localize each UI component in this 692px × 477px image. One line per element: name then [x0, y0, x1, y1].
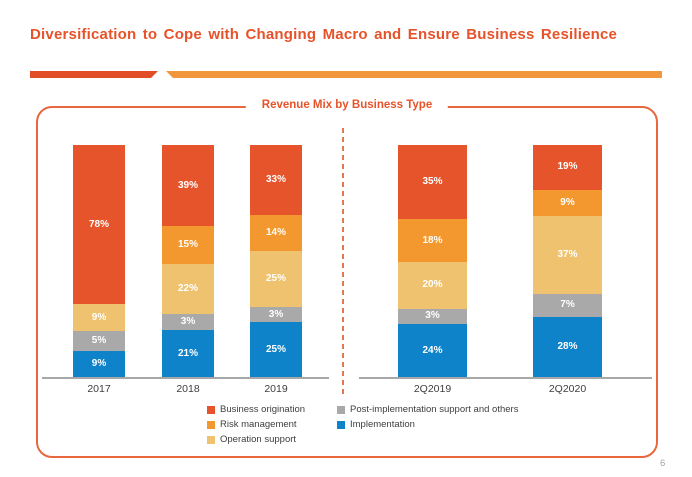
legend-swatch-operation-support	[207, 435, 215, 444]
category-label-2019: 2019	[264, 383, 288, 395]
segment-business-origination: 78%	[73, 145, 125, 305]
legend-label-risk-management: Risk management	[220, 419, 297, 430]
segment-value-label: 15%	[177, 239, 198, 251]
segment-value-label: 18%	[422, 234, 443, 246]
bar-2q2020: 19% 9% 37% 7% 28%	[533, 145, 602, 378]
segment-operation-support: 37%	[533, 216, 602, 294]
segment-implementation: 9%	[73, 350, 125, 378]
category-label-2018: 2018	[176, 383, 200, 395]
segment-business-origination: 39%	[162, 145, 214, 227]
segment-post-implementation-support-and-others: 3%	[250, 306, 302, 323]
divider-accent-right	[166, 71, 662, 78]
category-label-2q2019: 2Q2019	[413, 383, 452, 395]
segment-value-label: 37%	[557, 249, 578, 261]
legend-label-business-origination: Business origination	[220, 404, 306, 415]
segment-value-label: 39%	[177, 179, 198, 191]
segment-risk-management: 18%	[398, 219, 467, 262]
legend-item-business-origination: Business origination	[207, 404, 305, 415]
segment-value-label: 20%	[422, 279, 443, 291]
segment-implementation: 25%	[250, 322, 302, 378]
page-number: 6	[660, 458, 666, 469]
legend-swatch-business-origination	[207, 405, 215, 414]
segment-operation-support: 20%	[398, 261, 467, 309]
segment-value-label: 35%	[422, 176, 443, 188]
chart-panel: Revenue Mix by Business Type	[36, 99, 658, 458]
segment-value-label: 21%	[177, 347, 198, 359]
segment-value-label: 19%	[557, 161, 578, 173]
segment-post-implementation-support-and-others: 3%	[398, 308, 467, 325]
segment-post-implementation-support-and-others: 5%	[73, 331, 125, 351]
bar-2q2019: 35% 18% 20% 3% 24%	[398, 145, 467, 378]
legend-swatch-implementation	[337, 420, 345, 429]
legend-label-post-implementation-support-and-others: Post-implementation support and others	[350, 404, 519, 415]
divider-accent-left	[30, 71, 158, 78]
bar-2018: 39% 15% 22% 3% 21%	[162, 145, 214, 379]
segment-post-implementation-support-and-others: 7%	[533, 293, 602, 317]
segment-value-label: 24%	[422, 345, 443, 357]
segment-value-label: 5%	[91, 335, 107, 347]
legend-column-1: Business origination Risk management Opera…	[207, 404, 305, 449]
slide-title: Diversification to Cope with Changing Ma…	[30, 26, 618, 43]
segment-value-label: 25%	[265, 344, 286, 356]
legend-label-implementation: Implementation	[350, 419, 415, 430]
segment-business-origination: 35%	[398, 145, 467, 220]
group-separator-line	[342, 128, 344, 396]
segment-implementation: 21%	[162, 329, 214, 379]
segment-value-label: 9%	[91, 311, 107, 323]
segment-risk-management: 15%	[162, 226, 214, 264]
legend-swatch-risk-management	[207, 420, 215, 429]
segment-value-label: 3%	[425, 310, 440, 322]
x-axis-line-quarterly	[359, 377, 652, 379]
chart-title: Revenue Mix by Business Type	[245, 99, 449, 111]
legend-item-post-implementation-support-and-others: Post-implementation support and others	[337, 404, 518, 415]
segment-implementation: 24%	[398, 324, 467, 378]
legend-item-risk-management: Risk management	[207, 419, 305, 430]
legend-item-operation-support: Operation support	[207, 434, 305, 445]
segment-risk-management: 14%	[250, 215, 302, 252]
x-axis-line-annual	[42, 377, 329, 379]
category-label-2017: 2017	[87, 383, 111, 395]
legend-label-operation-support: Operation support	[220, 434, 297, 445]
legend-item-implementation: Implementation	[337, 419, 518, 430]
segment-value-label: 78%	[88, 218, 109, 230]
bar-2019: 33% 14% 25% 3% 25%	[250, 145, 302, 378]
segment-value-label: 14%	[265, 227, 286, 239]
segment-value-label: 7%	[560, 299, 575, 311]
segment-post-implementation-support-and-others: 3%	[162, 314, 214, 330]
legend-swatch-post-implementation-support-and-others	[337, 405, 345, 414]
segment-business-origination: 19%	[533, 145, 602, 190]
segment-value-label: 3%	[180, 315, 196, 327]
legend-column-2: Post-implementation support and others Im…	[337, 404, 518, 434]
segment-value-label: 9%	[91, 358, 107, 370]
segment-risk-management: 9%	[533, 189, 602, 217]
segment-value-label: 25%	[265, 272, 286, 284]
segment-operation-support: 22%	[162, 263, 214, 315]
segment-value-label: 9%	[560, 197, 575, 208]
segment-implementation: 28%	[533, 316, 602, 378]
segment-operation-support: 25%	[250, 251, 302, 307]
segment-value-label: 22%	[177, 282, 198, 294]
segment-business-origination: 33%	[250, 145, 302, 216]
segment-value-label: 3%	[268, 308, 284, 320]
category-label-2q2020: 2Q2020	[548, 383, 587, 395]
segment-operation-support: 9%	[73, 304, 125, 332]
segment-value-label: 28%	[557, 341, 578, 353]
segment-value-label: 33%	[265, 174, 286, 186]
bar-2017: 78% 9% 5% 9%	[73, 145, 125, 378]
